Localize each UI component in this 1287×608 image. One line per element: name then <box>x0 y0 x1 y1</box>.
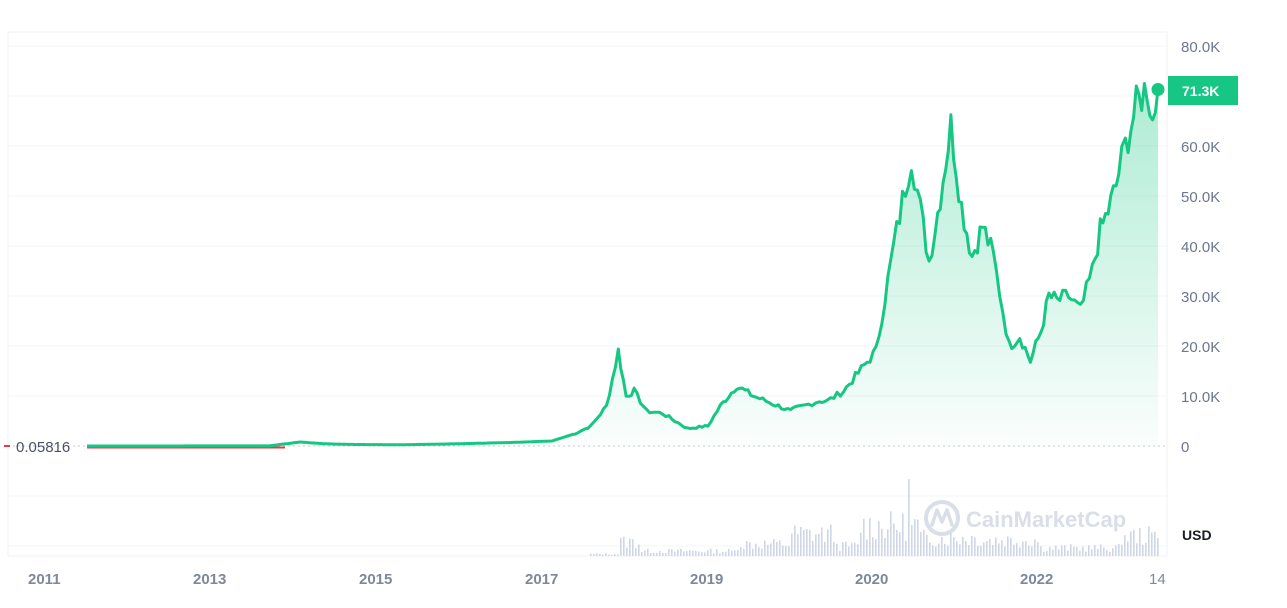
watermark-text: CainMarketCap <box>966 507 1126 532</box>
start-price-label: 0.05816 <box>16 439 70 456</box>
current-price-marker[interactable] <box>1151 83 1165 96</box>
x-tick-2019: 2019 <box>690 571 723 588</box>
y-tick-40k: 40.0K <box>1181 239 1220 256</box>
x-tick-2011: 2011 <box>28 571 61 588</box>
y-tick-50k: 50.0K <box>1181 189 1220 206</box>
y-tick-10k: 10.0K <box>1181 389 1220 406</box>
x-tick-14: 14 <box>1149 571 1166 588</box>
price-line[interactable] <box>87 82 1160 448</box>
volume-bars <box>590 479 1159 556</box>
watermark: CainMarketCap <box>924 500 1126 536</box>
y-tick-0: 0 <box>1181 439 1189 456</box>
y-tick-20k: 20.0K <box>1181 339 1220 356</box>
chart-frame <box>7 31 1168 557</box>
currency-label: USD <box>1182 527 1212 543</box>
x-axis: 2011 2013 2015 2017 2019 2020 2022 14 <box>28 571 1166 588</box>
price-area-fill <box>87 83 1158 446</box>
current-price-value: 71.3K <box>1182 83 1219 99</box>
horizontal-gridlines <box>8 45 1167 547</box>
x-tick-2017: 2017 <box>525 571 558 588</box>
y-tick-80k: 80.0K <box>1181 39 1220 56</box>
y-tick-60k: 60.0K <box>1181 139 1220 156</box>
y-tick-30k: 30.0K <box>1181 289 1220 306</box>
x-tick-2022: 2022 <box>1020 571 1053 588</box>
x-tick-2020: 2020 <box>855 571 888 588</box>
y-axis: 80.0K 60.0K 50.0K 40.0K 30.0K 20.0K 10.0… <box>1181 39 1220 456</box>
x-tick-2015: 2015 <box>359 571 392 588</box>
current-price-badge: 71.3K <box>1168 76 1238 105</box>
x-tick-2013: 2013 <box>193 571 226 588</box>
